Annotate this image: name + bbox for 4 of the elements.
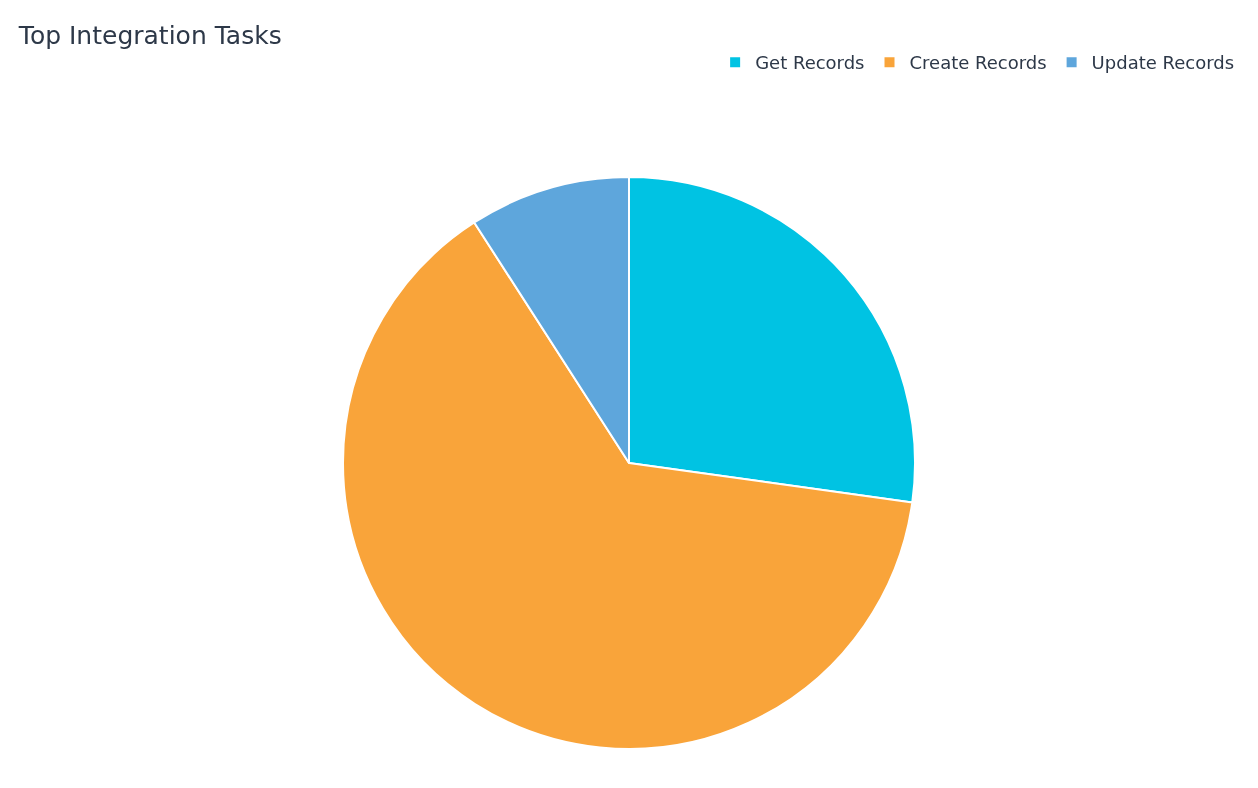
legend-label: Create Records <box>909 52 1047 74</box>
legend-label: Update Records <box>1091 52 1235 74</box>
chart-title: Top Integration Tasks <box>17 21 282 51</box>
legend-label: Get Records <box>755 52 865 74</box>
